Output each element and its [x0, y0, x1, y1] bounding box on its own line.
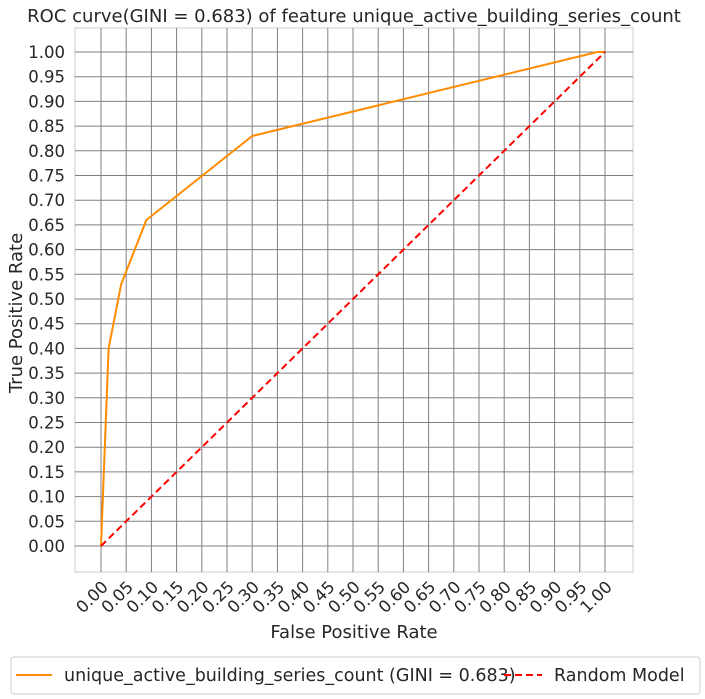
y-tick-label: 0.70 — [28, 191, 65, 210]
y-tick-label: 0.10 — [28, 488, 65, 507]
y-tick-labels: 0.00 0.05 0.10 0.15 0.20 0.25 0.30 0.35 0.40 0.45… — [28, 43, 65, 556]
grid-lines — [75, 28, 633, 572]
legend-label-feature: unique_active_building_series_count (GIN… — [64, 666, 516, 686]
x-tick-labels: 0.000.050.100.150.200.250.300.350.400.45… — [72, 577, 615, 616]
y-tick-label: 1.00 — [28, 43, 65, 62]
y-tick-label: 0.15 — [28, 463, 65, 482]
y-tick-label: 0.20 — [28, 438, 65, 457]
y-tick-label: 0.00 — [28, 537, 65, 556]
y-tick-label: 0.75 — [28, 167, 65, 186]
y-tick-label: 0.30 — [28, 389, 65, 408]
chart-title: ROC curve(GINI = 0.683) of feature uniqu… — [27, 6, 681, 27]
y-tick-label: 0.90 — [28, 92, 65, 111]
legend-frame — [10, 656, 701, 695]
y-tick-label: 0.50 — [28, 290, 65, 309]
y-tick-label: 0.85 — [28, 117, 65, 136]
y-tick-label: 0.60 — [28, 241, 65, 260]
x-axis-label: False Positive Rate — [270, 622, 437, 643]
roc-curve-line — [100, 51, 605, 547]
y-tick-label: 0.80 — [28, 142, 65, 161]
y-tick-label: 0.65 — [28, 216, 65, 235]
y-tick-label: 0.55 — [28, 265, 65, 284]
legend-label-random: Random Model — [554, 666, 685, 686]
y-tick-label: 0.35 — [28, 364, 65, 383]
legend: unique_active_building_series_count (GIN… — [10, 656, 701, 695]
y-tick-label: 0.95 — [28, 68, 65, 87]
y-tick-label: 0.40 — [28, 339, 65, 358]
y-axis-label: True Positive Rate — [6, 233, 27, 394]
y-tick-label: 0.05 — [28, 512, 65, 531]
random-model-line — [100, 51, 606, 547]
plot-area — [74, 27, 634, 573]
y-tick-label: 0.45 — [28, 315, 65, 334]
y-tick-label: 0.25 — [28, 414, 65, 433]
series-lines — [100, 51, 606, 547]
